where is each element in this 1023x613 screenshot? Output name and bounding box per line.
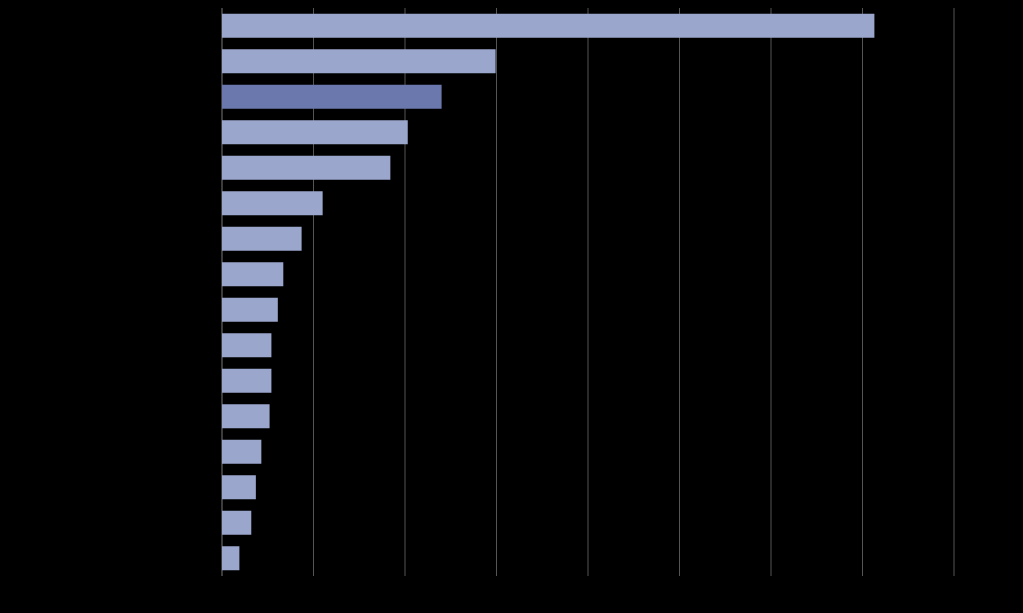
- bar: [222, 297, 278, 322]
- bar: [222, 120, 408, 145]
- bar: [222, 546, 240, 571]
- bar: [222, 13, 875, 38]
- bar: [222, 510, 252, 535]
- bar: [222, 84, 442, 109]
- bar: [222, 475, 256, 500]
- bar: [222, 404, 270, 429]
- bar: [222, 368, 272, 393]
- bar: [222, 49, 496, 74]
- bar: [222, 439, 262, 464]
- bar: [222, 155, 391, 180]
- bar: [222, 262, 284, 287]
- bar: [222, 333, 272, 358]
- bar: [222, 226, 302, 251]
- bar: [222, 191, 323, 216]
